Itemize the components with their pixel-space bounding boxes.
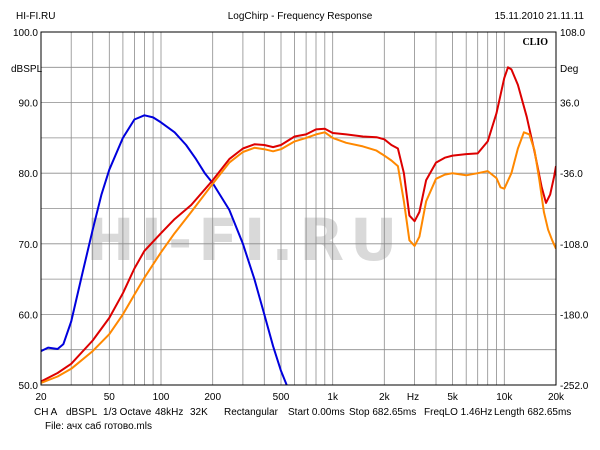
y-right-tick-label: -252.0 — [560, 381, 589, 392]
x-tick-label: 100 — [153, 392, 170, 403]
x-tick-label: 10k — [496, 392, 513, 403]
x-tick-label: 20k — [548, 392, 565, 403]
footer-info: CH A dBSPL 1/3 Octave 48kHz 32K Rectangular St… — [34, 407, 571, 418]
x-tick-label: 2k — [379, 392, 391, 403]
clio-logo: CLIO — [522, 37, 548, 48]
y-left-tick-label: 100.0 — [13, 28, 38, 39]
series-line-1 — [41, 114, 288, 385]
footer-item: CH A — [34, 407, 58, 418]
header-title: LogChirp - Frequency Response — [228, 11, 373, 22]
x-tick-label: 5k — [447, 392, 459, 403]
tick-labels: 20 50 100 200 500 1k 2k 5k 10k 20k 100.0 90.0 80.0 70… — [13, 28, 589, 403]
y-left-tick-label: 70.0 — [19, 240, 39, 251]
x-tick-label: 500 — [273, 392, 290, 403]
x-tick-label: 1k — [327, 392, 339, 403]
series-line-2 — [41, 66, 556, 383]
x-tick-label: 20 — [35, 392, 47, 403]
footer-item: 32K — [190, 407, 208, 418]
y-right-tick-label: 36.0 — [560, 99, 580, 110]
series-group — [41, 66, 556, 385]
footer-item: Rectangular — [224, 407, 279, 418]
y-left-tick-label: 50.0 — [19, 381, 39, 392]
header-left: HI-FI.RU — [16, 11, 55, 22]
footer-item: 48kHz — [155, 407, 183, 418]
y-left-tick-label: 90.0 — [19, 99, 39, 110]
x-tick-label: 200 — [204, 392, 221, 403]
y-left-tick-label: 80.0 — [19, 169, 39, 180]
y-right-tick-label: -36.0 — [560, 169, 583, 180]
footer-item: Length 682.65ms — [494, 407, 571, 418]
footer-item: FreqLO 1.46Hz — [424, 407, 492, 418]
footer-file: File: ачх саб готово.mls — [45, 420, 152, 432]
header-right: 15.11.2010 21.11.11 — [494, 11, 584, 22]
y-right-tick-label: -180.0 — [560, 310, 589, 321]
watermark: HI-FI.RU — [86, 206, 403, 274]
series-line-3 — [41, 131, 556, 384]
footer-item: Start 0.00ms — [288, 407, 345, 418]
x-axis-label: Hz — [407, 392, 419, 403]
y-right-tick-label: -108.0 — [560, 240, 589, 251]
grid — [41, 32, 556, 385]
x-tick-label: 50 — [104, 392, 116, 403]
footer-item: Stop 682.65ms — [349, 407, 416, 418]
plot-border — [40, 31, 557, 386]
footer-item: 1/3 Octave — [103, 407, 152, 418]
left-axis-label: dBSPL — [11, 64, 43, 75]
right-axis-label: Deg — [560, 64, 578, 75]
footer-item: dBSPL — [66, 407, 98, 418]
y-left-tick-label: 60.0 — [19, 310, 39, 321]
y-right-tick-label: 108.0 — [560, 28, 585, 39]
